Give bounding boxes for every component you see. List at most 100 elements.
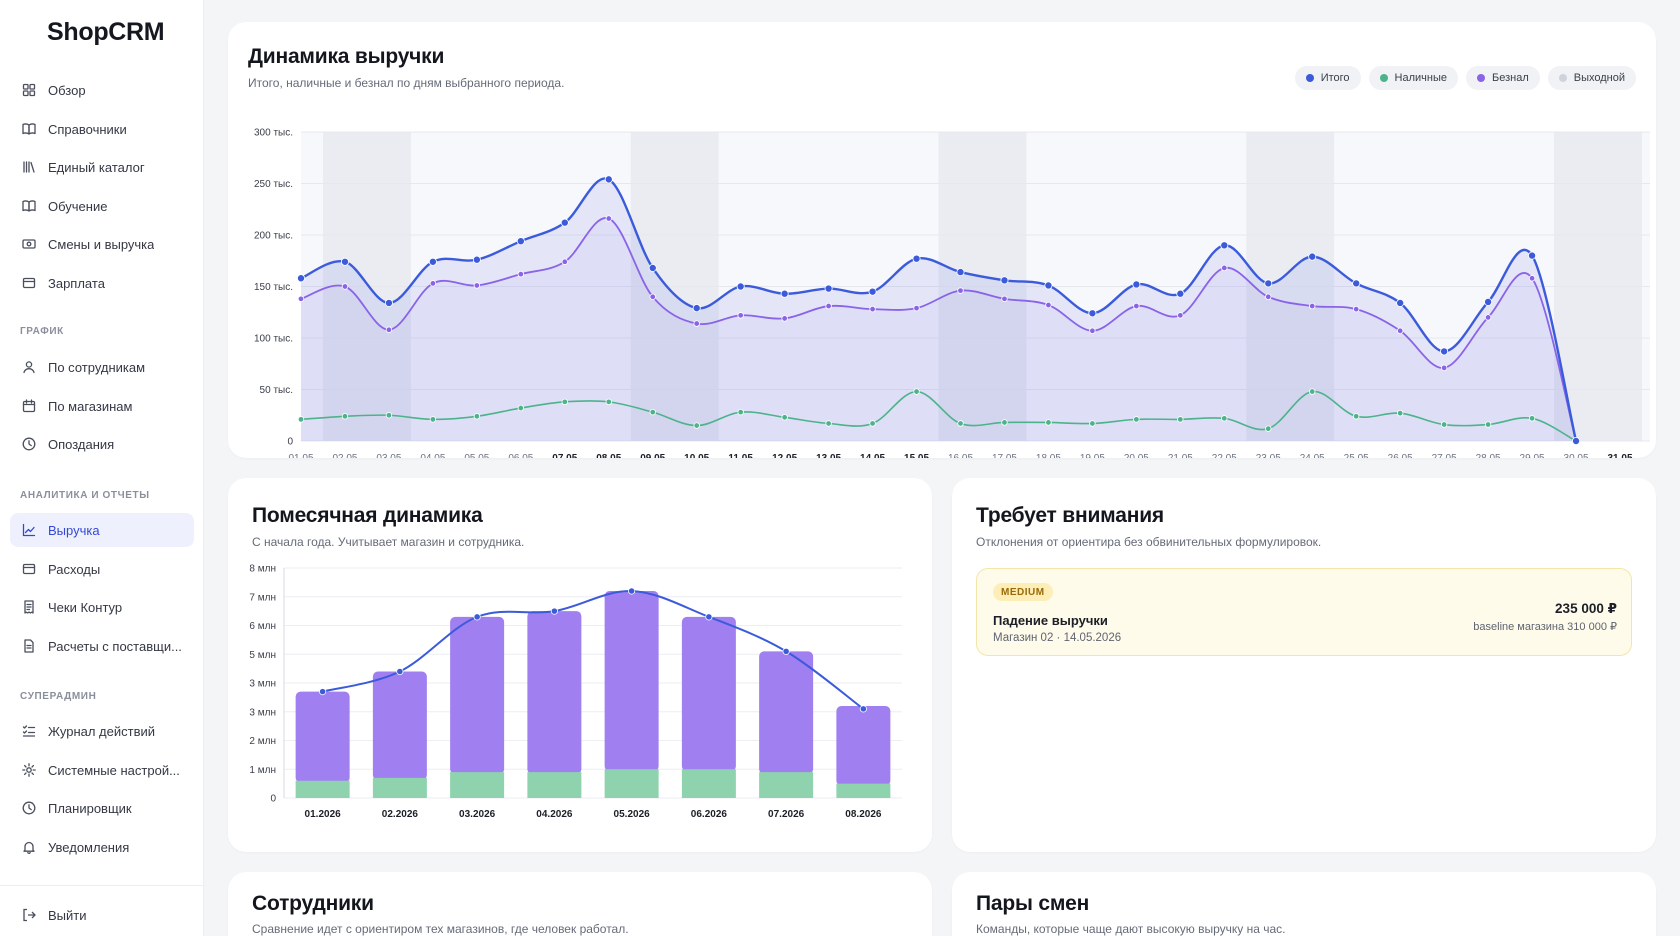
data-point [693, 320, 700, 327]
y-tick-label: 100 тыс. [254, 334, 293, 345]
legend-label-total: Итого [1320, 72, 1350, 84]
data-point [1089, 420, 1096, 427]
nav-item-grid[interactable]: Обзор [10, 73, 194, 107]
data-point [429, 416, 437, 423]
x-tick-label: 09.05 [640, 453, 665, 458]
grid-icon [21, 82, 37, 98]
nav-item-clock[interactable]: Опоздания [10, 427, 194, 461]
x-tick-label: 23.05 [1256, 453, 1281, 458]
data-point [428, 257, 437, 266]
bar-cash [295, 780, 350, 798]
y-tick-label: 3 млн [249, 679, 276, 690]
wallet-icon [21, 275, 37, 291]
revenue-legend: Итого Наличные Безнал Выходной [1294, 66, 1636, 90]
data-point [825, 302, 832, 310]
x-tick-label: 26.05 [1388, 453, 1413, 458]
data-point [1133, 416, 1140, 423]
data-point [297, 416, 305, 423]
series-line-total [322, 589, 864, 710]
data-point [1265, 293, 1272, 300]
bar-cash [759, 772, 814, 798]
data-point [1045, 419, 1052, 426]
nav-item-label: Выручка [48, 522, 100, 538]
nav-item-library[interactable]: Единый каталог [10, 150, 194, 184]
data-point [297, 295, 305, 303]
data-point [869, 420, 876, 427]
nav-item-calendar[interactable]: По магазинам [10, 389, 194, 423]
alert-baseline: baseline магазина 310 000 ₽ [1473, 621, 1617, 633]
x-tick-label: 17.05 [992, 453, 1017, 458]
series-area-cashless [301, 217, 1577, 441]
data-point [956, 268, 965, 277]
data-point [1484, 297, 1493, 306]
calendar-icon [21, 398, 37, 414]
legend-chip-cash[interactable]: Наличные [1368, 66, 1458, 90]
legend-chip-cashless[interactable]: Безнал [1465, 66, 1540, 90]
data-point [1045, 301, 1052, 309]
legend-chip-dayoff[interactable]: Выходной [1547, 66, 1636, 90]
nav-item-label: Зарплата [48, 275, 105, 291]
data-point [1440, 347, 1449, 356]
data-point [824, 284, 833, 293]
nav-item-book-open[interactable]: Обучение [10, 189, 194, 223]
x-tick-label: 15.05 [904, 453, 929, 458]
nav-item-book[interactable]: Справочники [10, 112, 194, 146]
data-point [605, 215, 612, 222]
nav-section-superadmin: СУПЕРАДМИН [20, 691, 97, 702]
bar-cashless [372, 671, 427, 780]
logout-button[interactable]: Выйти [10, 898, 194, 932]
x-tick-label: 22.05 [1212, 453, 1237, 458]
data-point [1001, 295, 1008, 303]
bell-icon [21, 839, 37, 855]
nav-item-label: Уведомления [48, 839, 130, 855]
nav-item-label: Планировщик [48, 800, 132, 816]
data-point [1309, 302, 1316, 310]
legend-label-cash: Наличные [1394, 72, 1447, 84]
nav-item-label: Опоздания [48, 436, 115, 452]
data-point [1220, 241, 1229, 250]
pairs-subtitle: Команды, которые чаще дают высокую выруч… [976, 922, 1286, 936]
data-point [1265, 425, 1272, 432]
nav-item-receipt[interactable]: Чеки Контур [10, 590, 194, 624]
data-point [561, 398, 568, 406]
monthly-bar-chart: 0 1 млн 2 млн 3 млн 3 млн 5 млн 6 млн 7 млн 8 мл… [249, 564, 902, 820]
nav-item-cash[interactable]: Смены и выручка [10, 227, 194, 261]
data-point [473, 413, 481, 420]
severity-badge: MEDIUM [993, 583, 1053, 601]
y-tick-label: 2 млн [249, 736, 276, 747]
nav-item-bell[interactable]: Уведомления [10, 830, 194, 864]
nav-item-list-check[interactable]: Журнал действий [10, 714, 194, 748]
y-tick-label: 300 тыс. [254, 128, 293, 139]
monthly-subtitle: С начала года. Учитывает магазин и сотру… [252, 535, 525, 549]
data-point [781, 315, 788, 322]
data-point [385, 326, 393, 333]
legend-chip-total[interactable]: Итого [1294, 66, 1361, 90]
data-point [604, 175, 613, 184]
nav-item-chart-line[interactable]: Выручка [10, 513, 194, 547]
legend-dot-total [1305, 74, 1314, 82]
nav-item-wallet[interactable]: Зарплата [10, 266, 194, 300]
alert-meta: Магазин 02 · 14.05.2026 [993, 632, 1122, 644]
library-icon [21, 159, 37, 175]
nav-item-gear[interactable]: Системные настрой... [10, 753, 194, 787]
nav-item-clock[interactable]: Планировщик [10, 791, 194, 825]
data-point [859, 705, 867, 713]
nav-section-analytics: АНАЛИТИКА И ОТЧЕТЫ [20, 490, 150, 501]
alert-item[interactable]: MEDIUM Падение выручки Магазин 02 · 14.0… [976, 568, 1632, 656]
data-point [1528, 251, 1537, 260]
nav-item-user[interactable]: По сотрудникам [10, 350, 194, 384]
nav-item-wallet[interactable]: Расходы [10, 552, 194, 586]
nav-item-document[interactable]: Расчеты с поставщи... [10, 629, 194, 663]
data-point [1352, 413, 1360, 420]
sidebar: ShopCRM ГРАФИК АНАЛИТИКА И ОТЧЕТЫ СУПЕРА… [0, 0, 204, 936]
nav-item-label: Обучение [48, 198, 108, 214]
data-point [560, 218, 569, 227]
x-tick-label: 31.05 [1607, 453, 1632, 458]
clock-icon [21, 800, 37, 816]
data-point [957, 287, 964, 294]
revenue-title: Динамика выручки [248, 45, 445, 68]
bar-cash [836, 783, 891, 798]
x-tick-label: 04.2026 [536, 809, 573, 820]
nav-item-label: Обзор [48, 82, 86, 98]
data-point [1484, 421, 1492, 428]
